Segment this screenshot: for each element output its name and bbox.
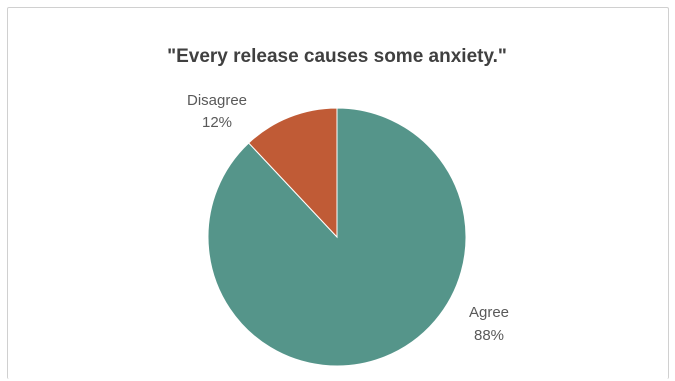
- slice-label-disagree-category: Disagree: [187, 92, 247, 109]
- slice-label-agree-category: Agree: [469, 304, 509, 321]
- slice-label-agree-value: 88%: [474, 327, 504, 344]
- pie-slices: [207, 107, 467, 367]
- chart-title: "Every release causes some anxiety.": [167, 46, 507, 67]
- slice-label-disagree-value: 12%: [202, 114, 232, 131]
- pie-slice-disagree: [247, 107, 338, 239]
